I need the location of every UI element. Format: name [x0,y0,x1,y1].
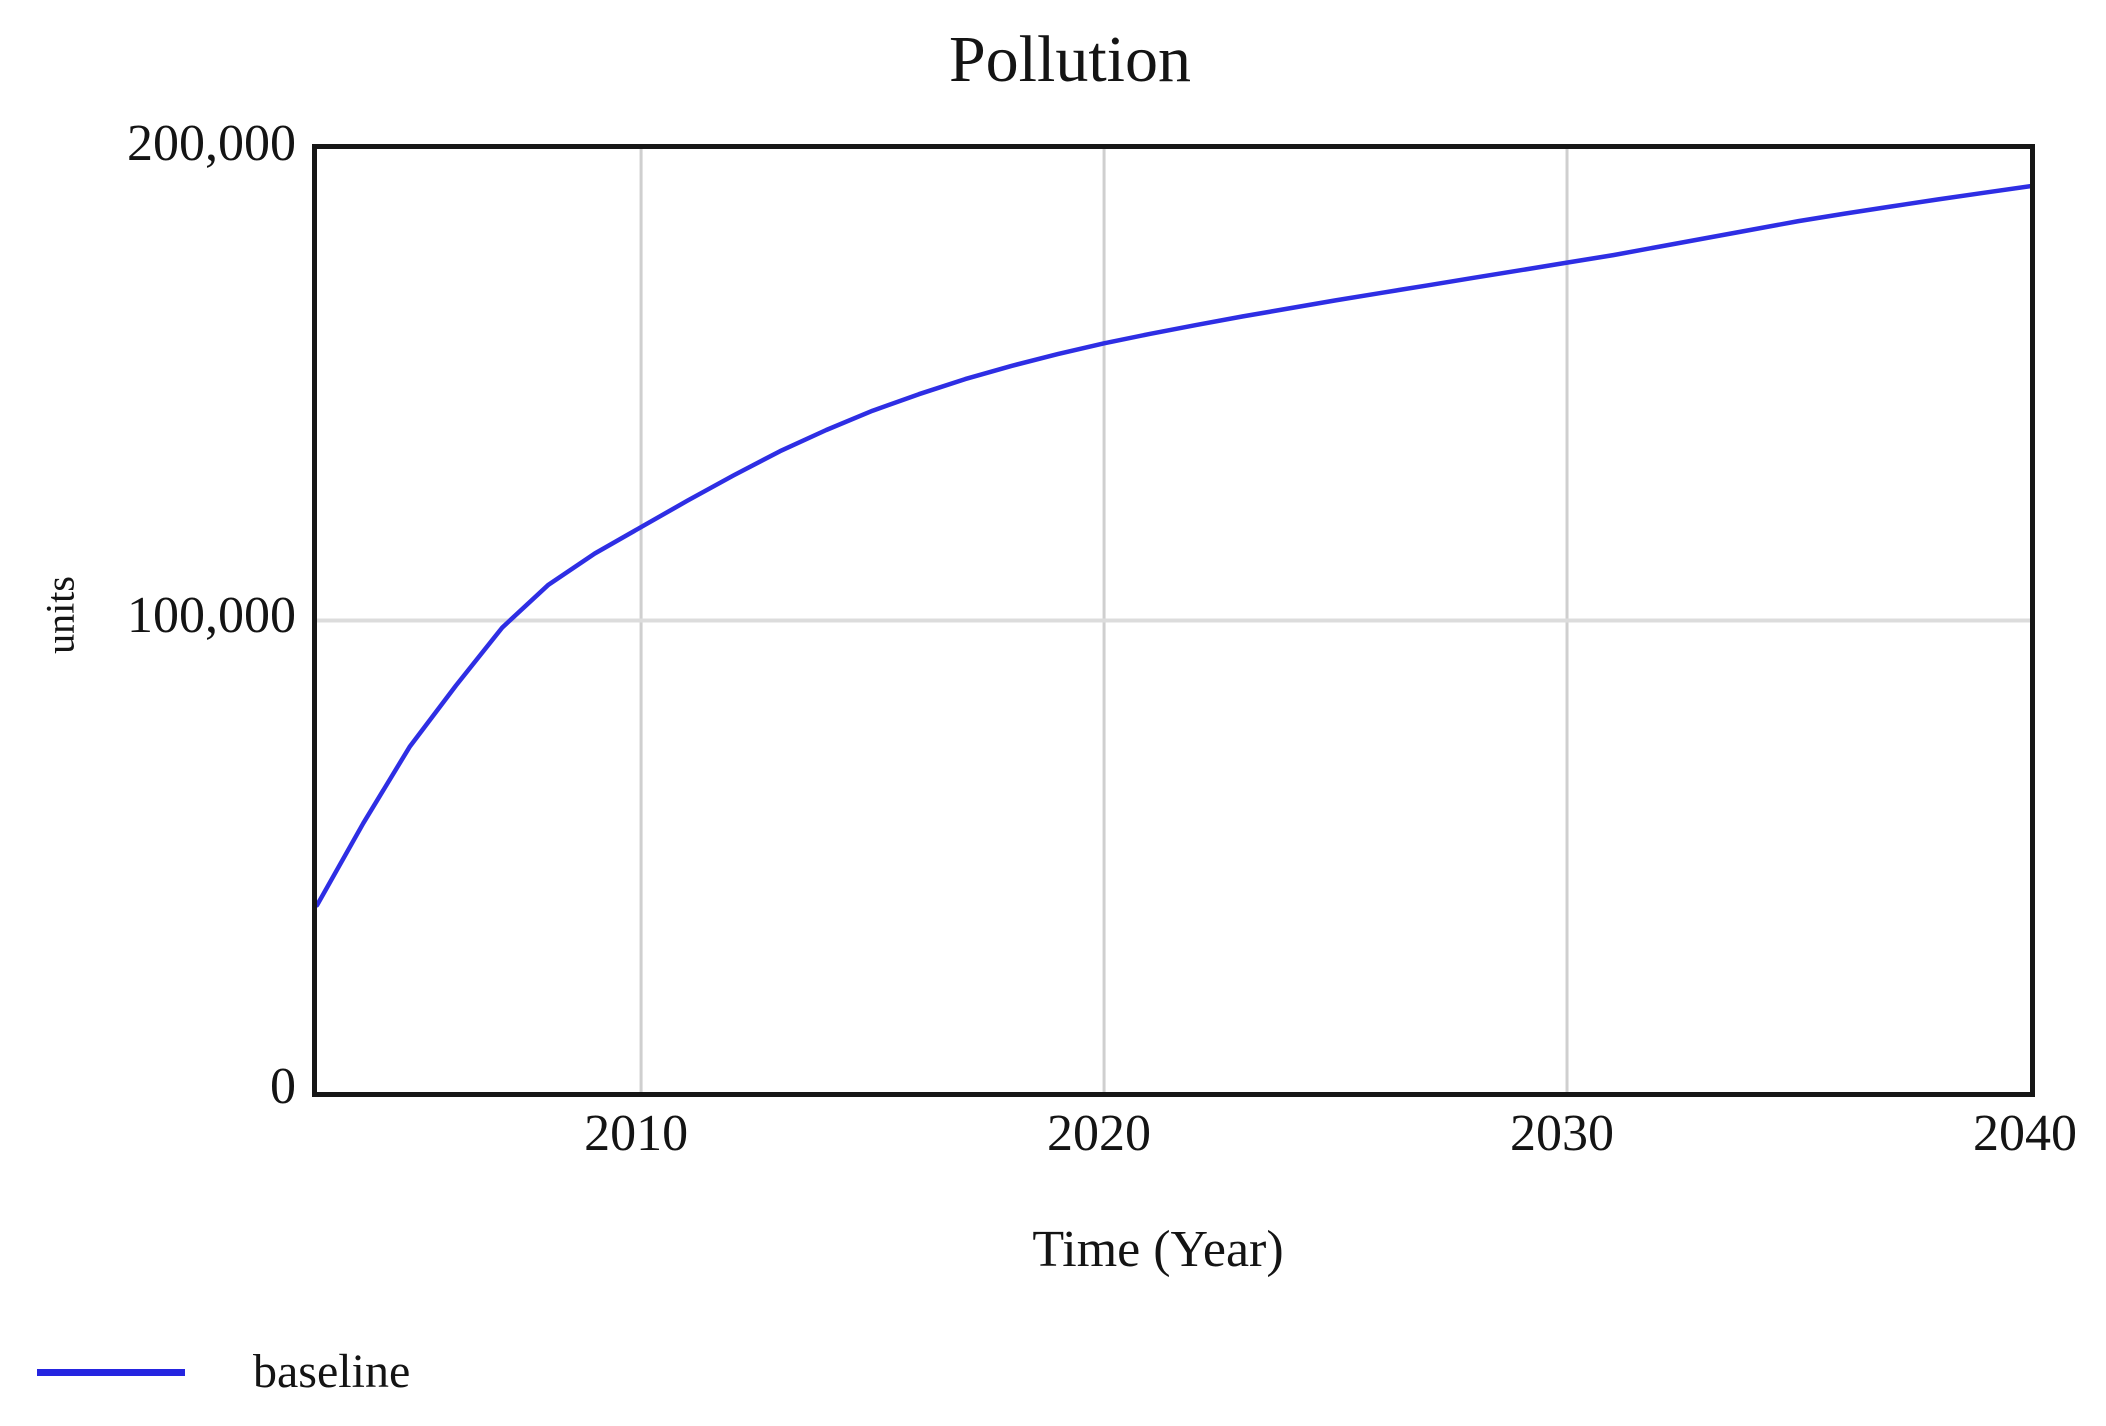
x-axis-label: Time (Year) [1032,1221,1284,1278]
legend-series-label: baseline [253,1345,411,1398]
x-tick-label: 2010 [584,1105,689,1162]
y-tick-label: 0 [270,1058,296,1115]
chart-title: Pollution [948,23,1192,96]
legend: baseline [37,1342,410,1402]
line-chart-canvas [317,149,2030,1092]
legend-line-swatch [37,1368,185,1376]
plot-area [312,144,2035,1097]
x-tick-label: 2030 [1510,1105,1615,1162]
y-tick-label: 100,000 [127,586,296,644]
y-tick-label: 200,000 [127,115,296,172]
x-tick-label: 2040 [1973,1105,2077,1162]
x-tick-label: 2020 [1047,1105,1152,1162]
series-line-baseline [317,183,2030,908]
